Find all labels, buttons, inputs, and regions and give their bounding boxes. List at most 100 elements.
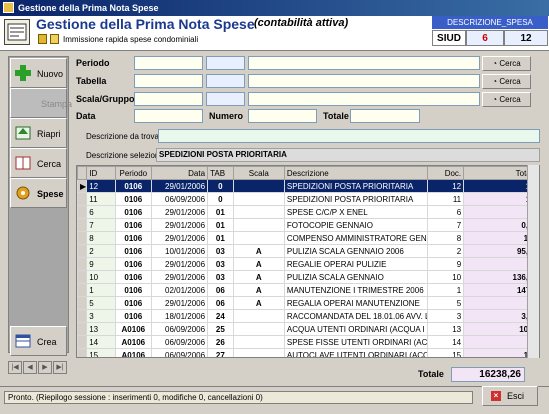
cerca-sidebar-button[interactable]: Cerca [10,148,67,178]
last-record-button[interactable]: ▶| [53,361,67,374]
cell-descrizione: RACCOMANDATA DEL 18.01.06 AVV. LEO [283,309,429,323]
row-indicator[interactable] [77,296,88,310]
cell-doc: 3 [427,309,465,323]
cell-tab: 01 [207,205,234,219]
row-indicator[interactable] [77,218,88,232]
prev-record-button[interactable]: ◀ [23,361,37,374]
cell-data: 06/09/2006 [150,322,209,336]
cell-descrizione: SPEDIZIONI POSTA PRIORITARIA [283,192,429,206]
col-doc[interactable]: Doc. [427,166,465,180]
col-data[interactable]: Data [150,166,209,180]
stampa-label: Stampa [41,99,73,109]
scala-descr-field[interactable] [248,92,480,106]
cell-id: 12 [86,179,116,193]
esci-button[interactable]: × Esci [482,386,538,406]
table-row[interactable]: 8 0106 29/01/2006 01 COMPENSO AMMINISTRATORE… [77,231,539,245]
nuovo-button[interactable]: Nuovo [10,58,67,88]
descr-trovare-field[interactable] [158,129,540,143]
row-indicator[interactable] [77,270,88,284]
row-indicator[interactable] [77,192,88,206]
row-indicator[interactable] [77,283,88,297]
table-row[interactable]: 2 0106 10/01/2006 03 A PULIZIA SCALA GENNAIO … [77,244,539,258]
cell-scala [232,348,285,357]
stampa-button[interactable]: Stampa [10,88,72,118]
spese-button[interactable]: Spese [10,178,67,208]
row-indicator[interactable] [77,257,88,271]
numero-field[interactable] [248,109,317,123]
cell-totale: 3,25 [463,309,539,323]
riapri-button[interactable]: Riapri [10,118,67,148]
periodo-label: Periodo [76,58,110,68]
cell-periodo: 0106 [114,309,152,323]
col-descrizione[interactable]: Descrizione [283,166,429,180]
table-row[interactable]: 15 A0106 06/09/2006 27 AUTOCLAVE UTENTI ORDI… [77,348,539,357]
numero-label: Numero [209,111,244,121]
row-indicator[interactable] [77,231,88,245]
next-record-button[interactable]: ▶ [38,361,52,374]
row-indicator[interactable] [77,205,88,219]
cell-data: 29/01/2006 [150,205,209,219]
cell-periodo: A0106 [114,348,152,357]
cell-doc: 8 [427,231,465,245]
cerca-periodo-label: Cerca [499,59,521,68]
cell-periodo: 0106 [114,257,152,271]
scala-field[interactable] [134,92,203,106]
table-row[interactable]: 9 0106 29/01/2006 03 A REGALIE OPERAI PULIZIE… [77,257,539,271]
cell-periodo: 0106 [114,231,152,245]
tabella-field[interactable] [134,74,203,88]
table-row[interactable]: 5 0106 29/01/2006 06 A REGALIA OPERAI MANUTEN… [77,296,539,310]
scala-code-field[interactable] [206,92,245,106]
table-row[interactable]: 10 0106 29/01/2006 03 A PULIZIA SCALA GENNAIO… [77,270,539,284]
periodo-code-field[interactable] [206,56,245,70]
spese-grid: ID Periodo Data TAB Scala Descrizione Do… [76,165,540,358]
row-indicator[interactable] [77,244,88,258]
status-text: Pronto. (Riepilogo sessione : inseriment… [4,391,473,404]
cell-scala: A [232,244,285,258]
table-row[interactable]: 13 A0106 06/09/2006 25 ACQUA UTENTI ORDINARI… [77,322,539,336]
cell-descrizione: PULIZIA SCALA GENNAIO [283,270,429,284]
col-id[interactable]: ID [86,166,116,180]
col-scala[interactable]: Scala [232,166,285,180]
gear-icon [14,184,32,202]
cell-data: 29/01/2006 [150,257,209,271]
periodo-descr-field[interactable] [248,56,480,70]
crea-button[interactable]: Crea [10,326,67,356]
cell-descrizione: SPEDIZIONI POSTA PRIORITARIA [283,179,429,193]
col-tab[interactable]: TAB [207,166,234,180]
first-record-button[interactable]: |◀ [8,361,22,374]
cell-periodo: 0106 [114,192,152,206]
data-field[interactable] [134,109,203,123]
table-row[interactable]: 1 0106 02/01/2006 06 A MANUTENZIONE I TRIMEST… [77,283,539,297]
row-indicator[interactable] [77,348,88,357]
book-icon [14,154,32,172]
cell-data: 06/09/2006 [150,348,209,357]
row-indicator[interactable]: ▶ [77,179,88,193]
cell-id: 14 [86,335,116,349]
table-row[interactable]: ▶ 12 0106 29/01/2006 0 SPEDIZIONI POSTA PRIOR… [77,179,539,193]
col-periodo[interactable]: Periodo [114,166,152,180]
table-row[interactable]: 3 0106 18/01/2006 24 RACCOMANDATA DEL 18.01.… [77,309,539,323]
cell-data: 06/09/2006 [150,192,209,206]
cell-descrizione: AUTOCLAVE UTENTI ORDINARI (ACQUA [283,348,429,357]
table-row[interactable]: 14 A0106 06/09/2006 26 SPESE FISSE UTENTI OR… [77,335,539,349]
grid-scrollbar[interactable] [527,165,539,358]
cell-periodo: 0106 [114,296,152,310]
row-indicator[interactable] [77,309,88,323]
periodo-field[interactable] [134,56,203,70]
cerca-scala-button[interactable]: ◔ Cerca [482,92,531,107]
row-indicator[interactable] [77,322,88,336]
cell-scala: A [232,270,285,284]
cell-doc: 2 [427,244,465,258]
row-indicator[interactable] [77,335,88,349]
cell-id: 9 [86,257,116,271]
tabella-code-field[interactable] [206,74,245,88]
close-icon: × [491,391,501,401]
totale-field[interactable] [350,109,420,123]
cerca-tabella-button[interactable]: ◔ Cerca [482,74,531,89]
tabella-descr-field[interactable] [248,74,480,88]
cerca-periodo-button[interactable]: ◔ Cerca [482,56,531,71]
cell-tab: 06 [207,296,234,310]
table-row[interactable]: 11 0106 06/09/2006 0 SPEDIZIONI POSTA PRIORI… [77,192,539,206]
